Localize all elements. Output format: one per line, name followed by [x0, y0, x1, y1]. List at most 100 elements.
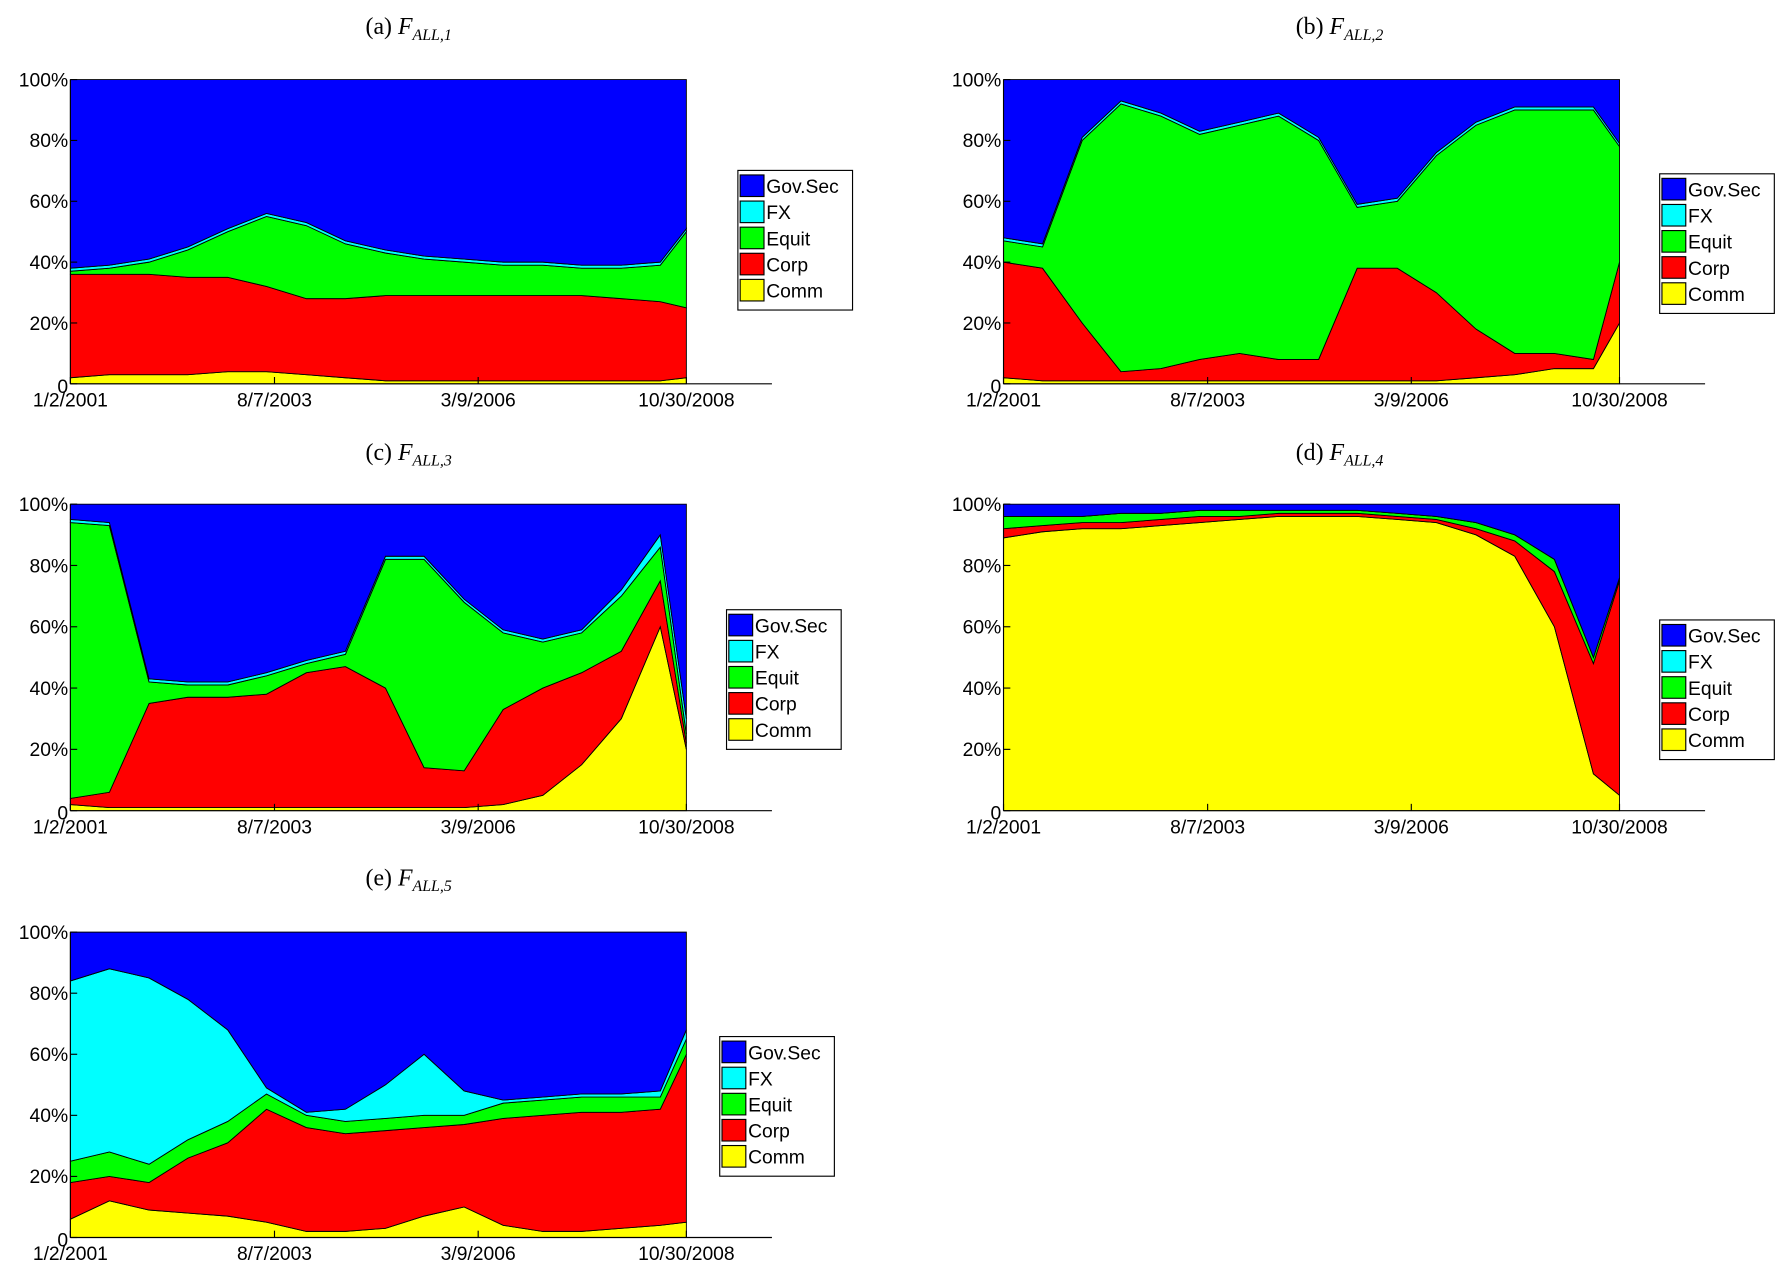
legend-label: Equit: [1688, 233, 1733, 254]
x-tick-label: 8/7/2003: [237, 1244, 312, 1265]
panel: (e) FALL,5 0 20% 40% 60% 80% 100% 1/2/2001 8/7/2…: [19, 866, 835, 1265]
legend-label: Equit: [766, 229, 811, 250]
x-tick-label: 3/9/2006: [1374, 391, 1449, 412]
legend-label: Corp: [766, 255, 808, 276]
y-tick-label: 0: [57, 377, 68, 398]
y-tick-label: 40%: [30, 253, 69, 274]
y-tick-label: 20%: [963, 740, 1002, 761]
x-tick-label: 8/7/2003: [1170, 817, 1245, 838]
legend-swatch: [721, 1040, 747, 1064]
panel: (b) FALL,2 0 20% 40% 60% 80% 100% 1/2/2001 8/7/2…: [952, 14, 1775, 412]
panel-label: (d): [1296, 440, 1324, 466]
y-tick-label: 20%: [30, 314, 69, 335]
legend-label: Equit: [748, 1095, 793, 1116]
panel-symbol: F: [1329, 440, 1345, 466]
y-tick-label: 60%: [30, 192, 69, 213]
y-tick-label: 0: [991, 804, 1002, 825]
y-tick-label: 80%: [963, 131, 1002, 152]
area: [69, 79, 687, 269]
legend-label: Gov.Sec: [748, 1043, 821, 1064]
panel-label: (a): [366, 14, 392, 40]
legend-swatch: [1661, 676, 1687, 699]
legend-label: Equit: [1688, 679, 1733, 700]
y-tick-label: 20%: [963, 314, 1002, 335]
legend-label: Gov.Sec: [766, 177, 839, 198]
legend-swatch: [728, 692, 754, 715]
panel-symbol: F: [1329, 14, 1345, 40]
y-tick-label: 60%: [30, 618, 69, 639]
x-tick-label: 8/7/2003: [1170, 391, 1245, 412]
area: [69, 931, 687, 1113]
x-tick-label: 3/9/2006: [441, 817, 516, 838]
panel-label: (b): [1296, 14, 1324, 40]
legend-label: Gov.Sec: [1688, 627, 1761, 648]
y-tick-label: 80%: [30, 984, 69, 1005]
y-tick-label: 100%: [19, 923, 68, 944]
legend-label: Corp: [1688, 705, 1730, 726]
y-tick-label: 0: [57, 804, 68, 825]
legend-label: Corp: [755, 695, 797, 716]
x-tick-label: 1/2/2001: [966, 391, 1041, 412]
y-tick-label: 60%: [963, 192, 1002, 213]
x-tick-label: 1/2/2001: [33, 1244, 108, 1265]
x-tick-label: 10/30/2008: [1571, 391, 1668, 412]
legend-swatch: [739, 226, 765, 250]
legend-swatch: [1661, 623, 1687, 647]
legend-label: FX: [755, 643, 780, 664]
y-tick-label: 20%: [30, 1167, 69, 1188]
legend-swatch: [728, 613, 754, 637]
panel-title: (b) FALL,2: [1296, 14, 1384, 44]
legend-label: FX: [1688, 207, 1713, 228]
panel-label: (c): [366, 440, 392, 466]
legend-swatch: [1661, 230, 1687, 253]
y-tick-label: 100%: [19, 495, 68, 516]
panel: (c) FALL,3 0 20% 40% 60% 80% 100% 1/2/2001 8/7/2…: [19, 440, 842, 838]
legend-swatch: [1661, 702, 1687, 725]
x-tick-label: 10/30/2008: [638, 817, 735, 838]
legend-label: FX: [1688, 653, 1713, 674]
legend-swatch: [721, 1118, 747, 1142]
panel-label: (e): [366, 866, 392, 892]
panel-subscript: ALL,5: [412, 878, 452, 895]
panel: (d) FALL,4 0 20% 40% 60% 80% 100% 1/2/2001 8/7/2…: [952, 440, 1775, 838]
legend-swatch: [728, 718, 754, 741]
x-tick-label: 10/30/2008: [638, 391, 735, 412]
legend-swatch: [739, 200, 765, 224]
panel-subscript: ALL,4: [1343, 453, 1383, 470]
legend-swatch: [1661, 256, 1687, 279]
legend-label: Comm: [1688, 731, 1745, 752]
legend-label: Corp: [748, 1122, 790, 1143]
panel-title: (d) FALL,4: [1296, 440, 1384, 470]
y-tick-label: 80%: [30, 131, 69, 152]
panel-title: (e) FALL,5: [366, 866, 452, 896]
legend-label: Comm: [766, 282, 823, 303]
legend-swatch: [721, 1144, 747, 1168]
y-tick-label: 80%: [963, 556, 1002, 577]
y-tick-label: 0: [991, 377, 1002, 398]
y-tick-label: 100%: [952, 70, 1001, 91]
y-tick-label: 40%: [30, 1106, 69, 1127]
legend-swatch: [739, 278, 765, 302]
legend-swatch: [728, 639, 754, 663]
legend-swatch: [1661, 177, 1687, 201]
x-tick-label: 10/30/2008: [638, 1244, 735, 1265]
y-tick-label: 60%: [963, 618, 1002, 639]
x-tick-label: 3/9/2006: [441, 391, 516, 412]
y-tick-label: 40%: [963, 253, 1002, 274]
legend-swatch: [728, 665, 754, 689]
panel-symbol: F: [397, 866, 413, 892]
panel-subscript: ALL,1: [412, 27, 452, 44]
panel-title: (a) FALL,1: [366, 14, 452, 44]
legend-label: FX: [766, 203, 791, 224]
x-tick-label: 3/9/2006: [1374, 817, 1449, 838]
x-tick-label: 1/2/2001: [966, 817, 1041, 838]
area: [1003, 503, 1620, 659]
legend-label: Gov.Sec: [1688, 181, 1761, 202]
panel-subscript: ALL,2: [1343, 27, 1383, 44]
y-tick-label: 60%: [30, 1045, 69, 1066]
x-tick-label: 3/9/2006: [441, 1244, 516, 1265]
y-tick-label: 40%: [30, 679, 69, 700]
x-tick-label: 1/2/2001: [33, 817, 108, 838]
y-tick-label: 0: [57, 1231, 68, 1252]
